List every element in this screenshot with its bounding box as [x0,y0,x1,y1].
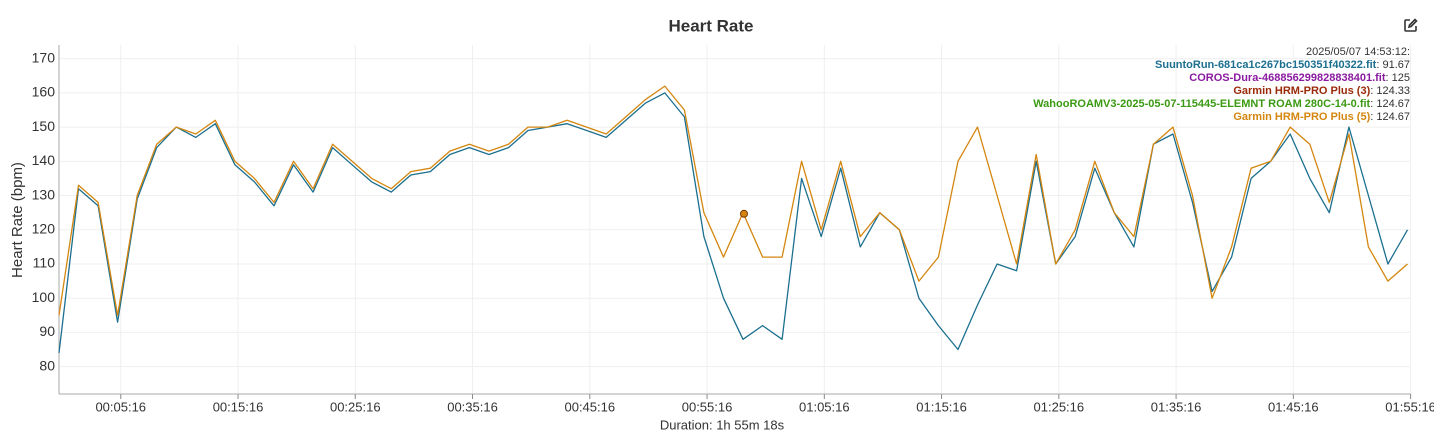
x-tick-label: 00:35:16 [447,399,498,414]
x-tick-label: 01:25:16 [1034,399,1085,414]
x-tick-label: 00:55:16 [682,399,733,414]
y-tick-label: 90 [39,323,55,339]
y-tick-label: 110 [33,255,56,271]
tooltip-name: Garmin HRM-PRO Plus (5) [1233,111,1370,123]
tooltip-entry: COROS-Dura-468856299828838401.fit: 125 [1189,72,1410,84]
y-tick-label: 140 [32,152,56,168]
tooltip-value: : 125 [1386,72,1410,84]
y-tick-label: 170 [32,49,56,65]
x-tick-label: 00:15:16 [213,399,264,414]
x-tick-label: 00:05:16 [95,399,146,414]
tooltip-value: : 124.67 [1370,98,1410,110]
tooltip-value: : 124.33 [1370,85,1410,97]
tooltip-entry: WahooROAMV3-2025-05-07-115445-ELEMNT ROA… [1033,98,1410,110]
y-tick-label: 150 [32,118,56,134]
tooltip-entry: SuuntoRun-681ca1c267bc150351f40322.fit: … [1155,59,1410,71]
series-line [58,85,1408,316]
edit-frame [1404,19,1417,32]
x-axis-label: Duration: 1h 55m 18s [660,417,785,432]
tooltip-name: Garmin HRM-PRO Plus (3) [1233,85,1370,97]
edit-icon[interactable] [1404,18,1418,32]
tooltip-name: WahooROAMV3-2025-05-07-115445-ELEMNT ROA… [1033,98,1370,110]
x-tick-label: 00:25:16 [330,399,381,414]
x-tick-label: 01:05:16 [799,399,850,414]
tooltip-entry: Garmin HRM-PRO Plus (5): 124.67 [1233,111,1410,123]
tooltip-name: SuuntoRun-681ca1c267bc150351f40322.fit [1155,59,1377,71]
edit-pen [1407,18,1418,29]
x-tick-label: 01:45:16 [1268,399,1319,414]
series-line [58,92,1409,353]
y-tick-label: 130 [32,186,56,202]
y-tick-label: 120 [32,220,56,236]
hover-marker [739,209,748,218]
tooltip-value: : 91.67 [1376,59,1410,71]
tooltip-time: 2025/05/07 14:53:12: [1306,46,1410,58]
x-tick-label: 01:15:16 [916,399,967,414]
y-tick-label: 160 [32,84,56,100]
tooltip-name: COROS-Dura-468856299828838401.fit [1189,72,1386,84]
x-tick-label: 00:45:16 [564,399,615,414]
tooltip-value: : 124.67 [1370,111,1410,123]
x-tick-label: 01:35:16 [1151,399,1202,414]
y-axis-label: Heart Rate (bpm) [9,162,26,278]
tooltip-entry: Garmin HRM-PRO Plus (3): 124.33 [1233,85,1410,97]
x-tick-label: 01:55:16 [1385,399,1434,414]
y-tick-label: 80 [39,357,55,373]
chart-title: Heart Rate [668,16,753,35]
y-tick-label: 100 [32,289,56,305]
